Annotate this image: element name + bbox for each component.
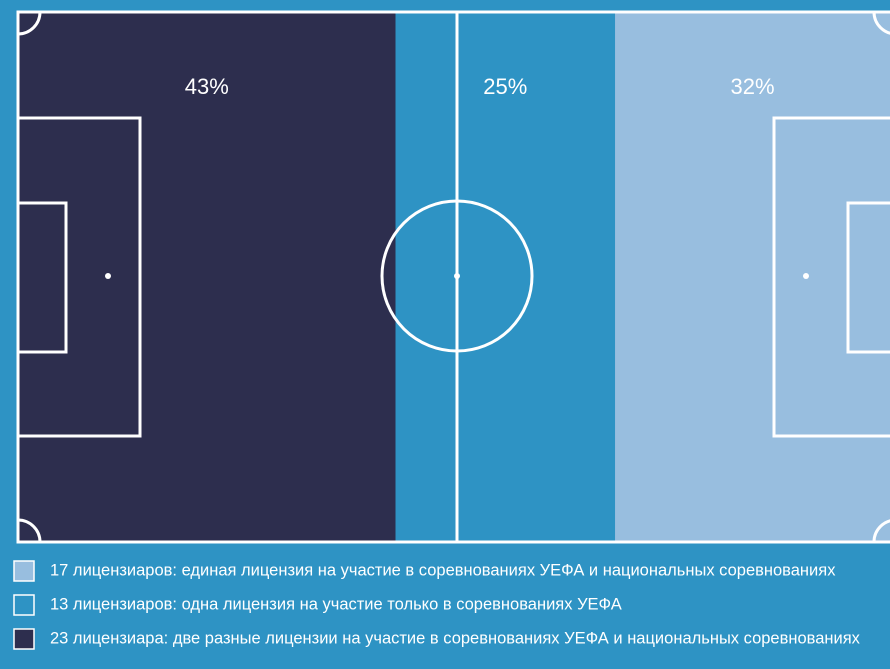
penalty-spot	[105, 273, 111, 279]
value-labels: 43% 25% 32%	[185, 74, 775, 99]
value-label: 32%	[730, 74, 774, 99]
value-label: 25%	[483, 74, 527, 99]
corner-arc	[872, 519, 890, 543]
legend: 23 лицензиара: две разные лицензии на уч…	[13, 560, 861, 650]
center-circle	[380, 199, 534, 353]
penalty-spot	[803, 273, 809, 279]
legend-label: 17 лицензиаров: единая лицензия на участ…	[50, 561, 836, 579]
segments	[18, 12, 890, 542]
center-spot	[454, 273, 460, 279]
corner-arc	[17, 518, 42, 543]
pitch-markings	[16, 10, 890, 544]
penalty-box	[772, 116, 890, 438]
value-label: 43%	[185, 74, 229, 99]
legend-swatch	[13, 628, 35, 650]
legend-swatch	[13, 594, 35, 616]
segment	[18, 12, 396, 542]
legend-label: 23 лицензиара: две разные лицензии на уч…	[50, 629, 861, 647]
segment	[395, 12, 616, 542]
goal-box	[16, 201, 68, 354]
legend-swatch	[13, 560, 35, 582]
corner-arc	[872, 11, 890, 35]
corner-arc	[17, 11, 42, 36]
legend-label: 13 лицензиаров: одна лицензия на участие…	[50, 595, 622, 613]
goal-box	[846, 201, 890, 354]
segment	[615, 12, 890, 542]
